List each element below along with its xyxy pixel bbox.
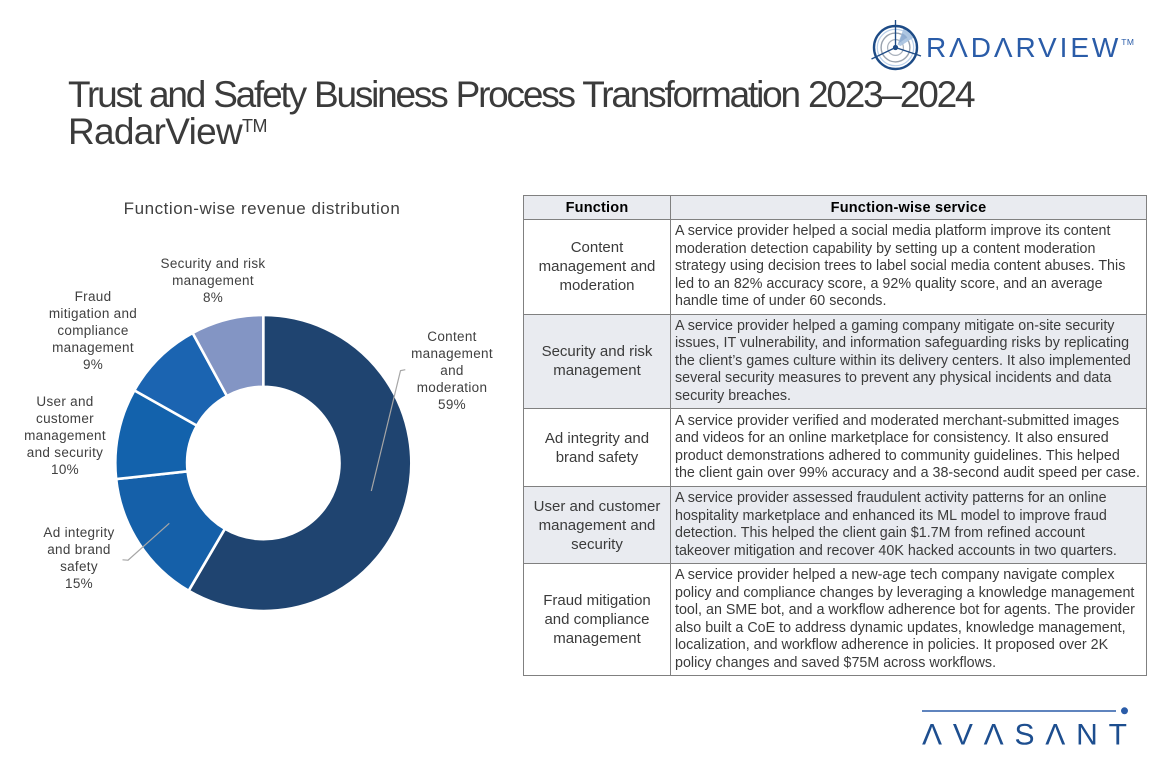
svg-text:ΛVΛSΛNT: ΛVΛSΛNT	[922, 718, 1138, 751]
